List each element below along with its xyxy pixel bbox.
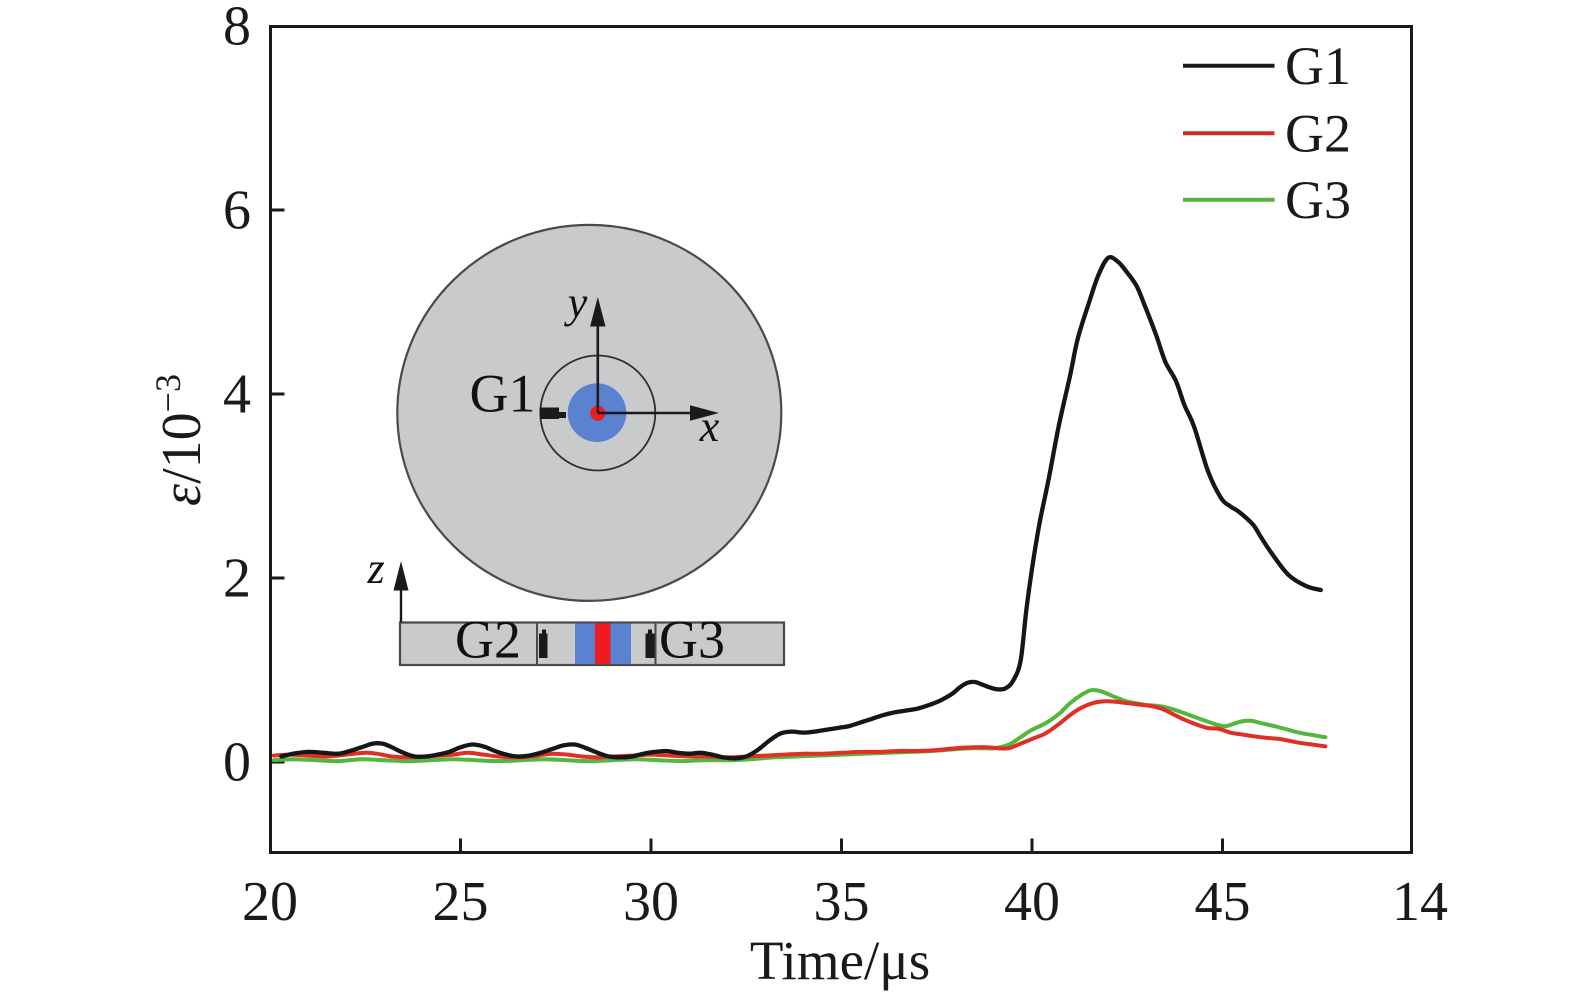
svg-text:0: 0 <box>223 732 251 794</box>
svg-text:14: 14 <box>1392 871 1448 933</box>
svg-text:2: 2 <box>223 548 251 610</box>
svg-text:45: 45 <box>1195 871 1251 933</box>
svg-text:35: 35 <box>814 871 870 933</box>
svg-text:6: 6 <box>223 180 251 242</box>
svg-text:30: 30 <box>623 871 679 933</box>
svg-text:G3: G3 <box>1285 170 1351 230</box>
svg-text:G1: G1 <box>470 364 536 424</box>
svg-text:4: 4 <box>223 364 251 426</box>
svg-text:G1: G1 <box>1285 36 1351 96</box>
svg-text:Time/μs: Time/μs <box>750 930 930 991</box>
svg-text:G2: G2 <box>455 610 521 670</box>
svg-text:8: 8 <box>223 0 251 58</box>
svg-text:x: x <box>699 402 720 451</box>
svg-text:25: 25 <box>433 871 489 933</box>
svg-text:G3: G3 <box>659 610 725 670</box>
svg-text:20: 20 <box>242 871 298 933</box>
svg-text:z: z <box>366 544 384 593</box>
svg-text:y: y <box>564 278 588 327</box>
svg-text:ε/10−3: ε/10−3 <box>148 374 213 506</box>
svg-text:G2: G2 <box>1285 104 1351 164</box>
svg-text:40: 40 <box>1004 871 1060 933</box>
